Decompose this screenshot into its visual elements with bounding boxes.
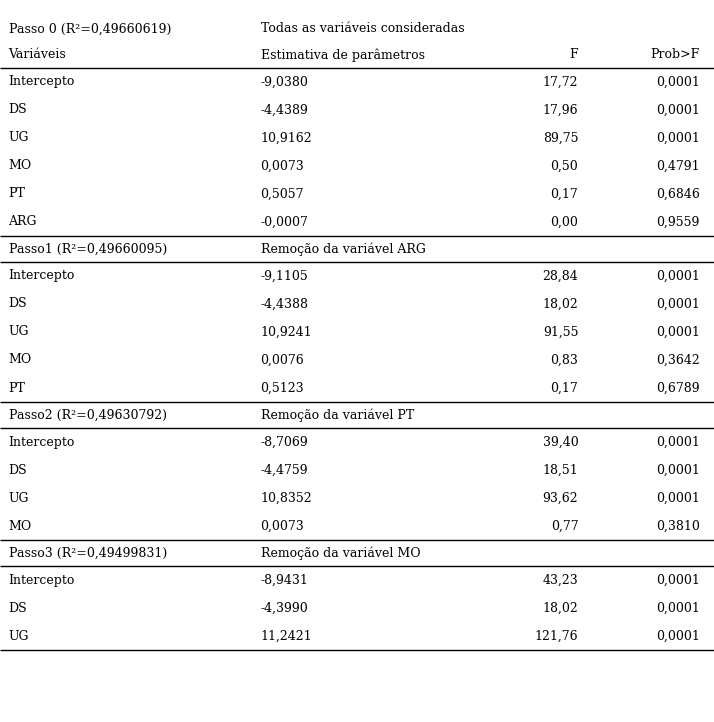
Text: 91,55: 91,55 — [543, 326, 578, 339]
Text: 0,0001: 0,0001 — [656, 75, 700, 88]
Text: 0,0001: 0,0001 — [656, 103, 700, 116]
Text: DS: DS — [9, 103, 27, 116]
Text: 43,23: 43,23 — [543, 573, 578, 586]
Text: Passo1 (R²=0,49660095): Passo1 (R²=0,49660095) — [9, 243, 167, 256]
Text: -8,9431: -8,9431 — [261, 573, 308, 586]
Text: -4,3990: -4,3990 — [261, 601, 308, 614]
Text: PT: PT — [9, 188, 26, 201]
Text: 0,17: 0,17 — [550, 381, 578, 394]
Text: 0,0076: 0,0076 — [261, 354, 304, 367]
Text: 10,9162: 10,9162 — [261, 131, 312, 144]
Text: 0,0001: 0,0001 — [656, 297, 700, 310]
Text: UG: UG — [9, 492, 29, 505]
Text: 0,0001: 0,0001 — [656, 435, 700, 448]
Text: 11,2421: 11,2421 — [261, 630, 312, 643]
Text: Remoção da variável ARG: Remoção da variável ARG — [261, 242, 426, 256]
Text: 0,0001: 0,0001 — [656, 269, 700, 282]
Text: -4,4388: -4,4388 — [261, 297, 308, 310]
Text: MO: MO — [9, 354, 32, 367]
Text: 0,3642: 0,3642 — [656, 354, 700, 367]
Text: 0,50: 0,50 — [550, 160, 578, 173]
Text: Remoção da variável PT: Remoção da variável PT — [261, 408, 414, 422]
Text: 0,00: 0,00 — [550, 215, 578, 228]
Text: 10,8352: 10,8352 — [261, 492, 312, 505]
Text: 0,0073: 0,0073 — [261, 160, 304, 173]
Text: Passo 0 (R²=0,49660619): Passo 0 (R²=0,49660619) — [9, 22, 171, 35]
Text: PT: PT — [9, 381, 26, 394]
Text: 0,0073: 0,0073 — [261, 520, 304, 533]
Text: 17,96: 17,96 — [543, 103, 578, 116]
Text: -0,0007: -0,0007 — [261, 215, 308, 228]
Text: 18,02: 18,02 — [543, 601, 578, 614]
Text: -4,4389: -4,4389 — [261, 103, 308, 116]
Text: Variáveis: Variáveis — [9, 48, 66, 61]
Text: 0,0001: 0,0001 — [656, 601, 700, 614]
Text: 0,77: 0,77 — [550, 520, 578, 533]
Text: Todas as variáveis consideradas: Todas as variáveis consideradas — [261, 22, 464, 35]
Text: -4,4759: -4,4759 — [261, 464, 308, 477]
Text: 18,02: 18,02 — [543, 297, 578, 310]
Text: 93,62: 93,62 — [543, 492, 578, 505]
Text: MO: MO — [9, 520, 32, 533]
Text: F: F — [570, 48, 578, 61]
Text: Intercepto: Intercepto — [9, 573, 75, 586]
Text: MO: MO — [9, 160, 32, 173]
Text: Intercepto: Intercepto — [9, 435, 75, 448]
Text: Intercepto: Intercepto — [9, 269, 75, 282]
Text: DS: DS — [9, 297, 27, 310]
Text: 0,9559: 0,9559 — [656, 215, 700, 228]
Text: 0,17: 0,17 — [550, 188, 578, 201]
Text: DS: DS — [9, 464, 27, 477]
Text: 121,76: 121,76 — [535, 630, 578, 643]
Text: Intercepto: Intercepto — [9, 75, 75, 88]
Text: 89,75: 89,75 — [543, 131, 578, 144]
Text: Passo3 (R²=0,49499831): Passo3 (R²=0,49499831) — [9, 547, 167, 560]
Text: 28,84: 28,84 — [543, 269, 578, 282]
Text: 0,6789: 0,6789 — [656, 381, 700, 394]
Text: 0,0001: 0,0001 — [656, 573, 700, 586]
Text: -9,0380: -9,0380 — [261, 75, 308, 88]
Text: 0,0001: 0,0001 — [656, 630, 700, 643]
Text: 0,83: 0,83 — [550, 354, 578, 367]
Text: 0,3810: 0,3810 — [656, 520, 700, 533]
Text: Remoção da variável MO: Remoção da variável MO — [261, 547, 421, 560]
Text: -8,7069: -8,7069 — [261, 435, 308, 448]
Text: 10,9241: 10,9241 — [261, 326, 312, 339]
Text: 0,4791: 0,4791 — [656, 160, 700, 173]
Text: Passo2 (R²=0,49630792): Passo2 (R²=0,49630792) — [9, 409, 166, 422]
Text: DS: DS — [9, 601, 27, 614]
Text: 39,40: 39,40 — [543, 435, 578, 448]
Text: 0,5057: 0,5057 — [261, 188, 304, 201]
Text: 0,0001: 0,0001 — [656, 464, 700, 477]
Text: 0,5123: 0,5123 — [261, 381, 304, 394]
Text: 0,0001: 0,0001 — [656, 131, 700, 144]
Text: UG: UG — [9, 131, 29, 144]
Text: Prob>F: Prob>F — [650, 48, 700, 61]
Text: Estimativa de parâmetros: Estimativa de parâmetros — [261, 48, 425, 61]
Text: UG: UG — [9, 326, 29, 339]
Text: 0,0001: 0,0001 — [656, 492, 700, 505]
Text: 17,72: 17,72 — [543, 75, 578, 88]
Text: 0,0001: 0,0001 — [656, 326, 700, 339]
Text: UG: UG — [9, 630, 29, 643]
Text: -9,1105: -9,1105 — [261, 269, 308, 282]
Text: 18,51: 18,51 — [543, 464, 578, 477]
Text: 0,6846: 0,6846 — [656, 188, 700, 201]
Text: ARG: ARG — [9, 215, 37, 228]
